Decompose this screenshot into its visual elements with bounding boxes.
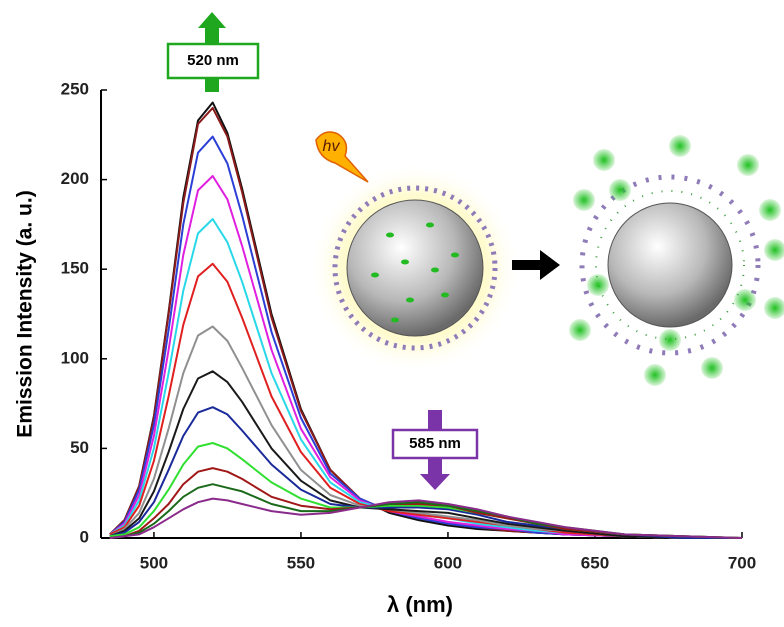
- y-tick-label: 150: [61, 259, 89, 278]
- x-tick-label: 650: [581, 553, 609, 572]
- y-tick-label: 100: [61, 348, 89, 367]
- x-tick-label: 600: [434, 553, 462, 572]
- x-tick-label: 550: [287, 553, 315, 572]
- illustration: [168, 12, 784, 490]
- y-axis-label: Emission Intensity (a. u.): [14, 190, 37, 437]
- annotation: hv: [323, 138, 341, 155]
- x-tick-label: 700: [728, 553, 756, 572]
- chart: 520 nm 585 nm hv λ (nm) Emission Intensi…: [0, 0, 784, 627]
- annotation: 520 nm: [187, 52, 239, 69]
- x-tick-label: 500: [140, 553, 168, 572]
- y-tick-label: 250: [61, 79, 89, 98]
- annotation: 585 nm: [409, 435, 461, 452]
- y-tick-label: 0: [80, 527, 89, 546]
- x-axis-label: λ (nm): [387, 592, 453, 617]
- y-tick-label: 200: [61, 169, 89, 188]
- y-tick-label: 50: [70, 438, 89, 457]
